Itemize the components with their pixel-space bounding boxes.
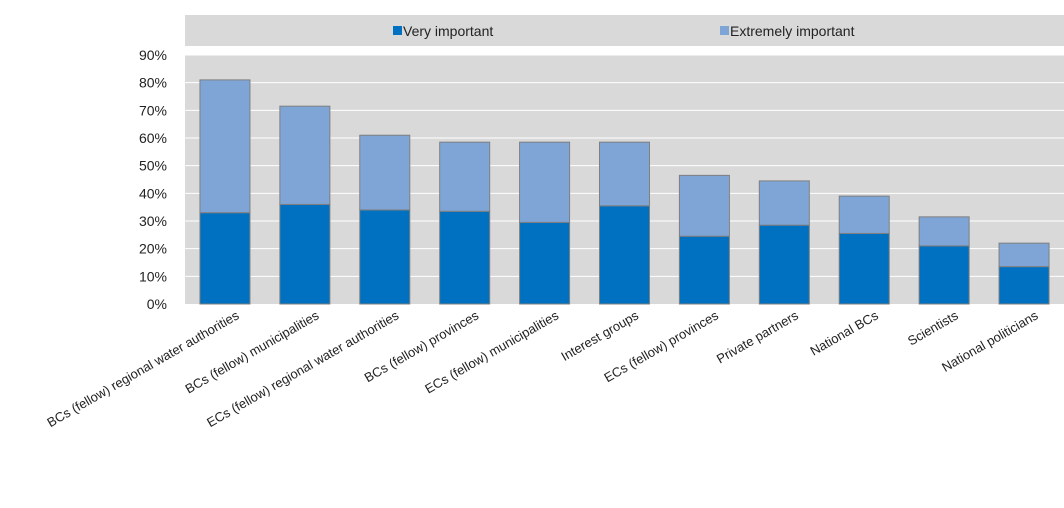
y-tick-label: 80% [139, 75, 167, 91]
bar-very-important [439, 210, 491, 305]
bar-extremely-important [199, 79, 251, 214]
y-tick-label: 20% [139, 241, 167, 257]
y-axis: 0% 10% 20% 30% 40% 50% 60% 70% 80% 90% [139, 47, 167, 312]
legend: Very important Extremely important [393, 23, 855, 39]
y-tick-label: 40% [139, 185, 167, 201]
bar-very-important [678, 235, 730, 305]
bar-extremely-important [678, 174, 730, 237]
y-tick-label: 50% [139, 158, 167, 174]
bar-extremely-important [838, 195, 890, 234]
bar-extremely-important [918, 216, 970, 247]
legend-label: Very important [403, 23, 493, 39]
bar-extremely-important [758, 180, 810, 226]
bar-extremely-important [439, 141, 491, 212]
y-tick-label: 90% [139, 47, 167, 63]
y-tick-label: 10% [139, 268, 167, 284]
legend-swatch [393, 26, 402, 35]
bar-very-important [199, 212, 251, 305]
bars [199, 79, 1050, 305]
x-category-label: Scientists [905, 307, 961, 348]
x-category-label: Private partners [714, 307, 801, 366]
x-category-label: ECs (fellow) municipalities [422, 307, 561, 396]
legend-background [185, 15, 1064, 46]
y-tick-label: 30% [139, 213, 167, 229]
bar-very-important [998, 266, 1050, 305]
x-category-label: BCs (fellow) municipalities [182, 307, 321, 396]
x-category-label: National BCs [808, 307, 882, 358]
bar-very-important [599, 205, 650, 305]
bar-very-important [519, 221, 571, 305]
y-tick-label: 0% [147, 296, 167, 312]
bar-extremely-important [279, 105, 331, 205]
x-axis: BCs (fellow) regional water authoritiesB… [44, 307, 1041, 430]
bar-extremely-important [998, 242, 1050, 268]
legend-label: Extremely important [730, 23, 855, 39]
bar-extremely-important [359, 134, 411, 211]
bar-very-important [359, 209, 411, 305]
legend-swatch [720, 26, 729, 35]
bar-very-important [918, 245, 970, 305]
y-tick-label: 60% [139, 130, 167, 146]
bar-very-important [279, 203, 331, 305]
bar-very-important [838, 232, 890, 305]
bar-very-important [758, 224, 810, 305]
y-tick-label: 70% [139, 102, 167, 118]
bar-extremely-important [599, 141, 650, 207]
bar-extremely-important [519, 141, 571, 223]
